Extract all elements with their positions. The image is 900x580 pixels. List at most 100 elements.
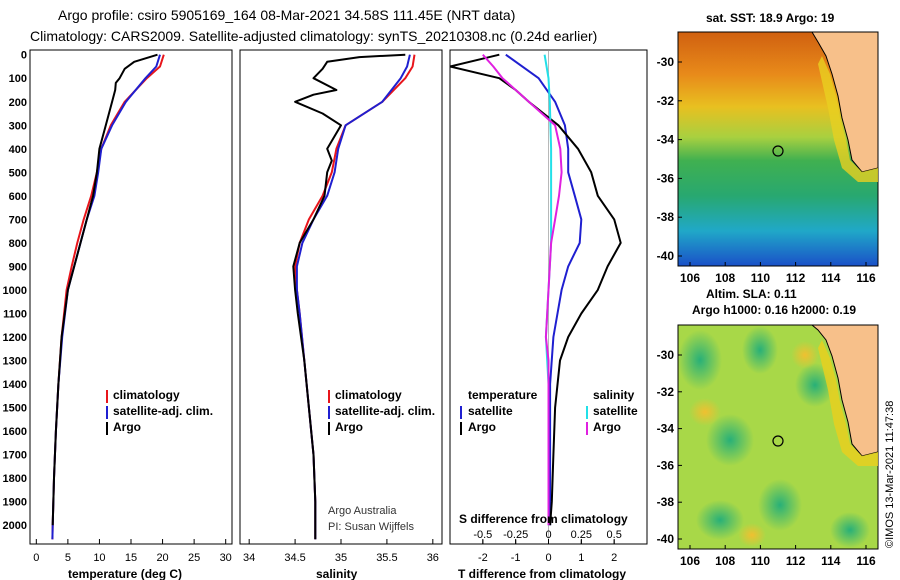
x-tick-label: 10	[93, 552, 105, 564]
x-tick-label: 25	[188, 552, 200, 564]
depth-tick-label: 0	[21, 50, 27, 62]
sla-map-title: Altim. SLA: 0.11	[706, 287, 797, 301]
secondary-x-tick-label: 0.5	[607, 529, 622, 541]
difference-x-ticks: -2 -1 0 1 2 -0.5 -0.25 0 0.25 0.5	[473, 529, 621, 564]
x-tick-label: 36	[427, 552, 439, 564]
salinity-legend: climatology satellite-adj. clim. Argo Ar…	[328, 388, 435, 533]
sla-map-blob	[758, 479, 802, 531]
depth-tick-label: 300	[9, 120, 27, 132]
depth-tick-label: 100	[9, 73, 27, 85]
x-tick-label: 30	[220, 552, 232, 564]
temperature-x-label: temperature (deg C)	[68, 567, 182, 580]
series-line-t-satellite	[505, 53, 583, 526]
map-x-tick-label: 114	[821, 271, 841, 285]
map-x-tick-label: 112	[786, 554, 806, 568]
sla-map-blob	[696, 500, 744, 540]
sst-map-ticks: 106 108 110 112 114 116 -30 -32 -34 -36 -38 -40	[657, 55, 876, 285]
map-y-tick-label: -30	[657, 55, 675, 69]
header-line-2: Climatology: CARS2009. Satellite-adjuste…	[30, 28, 597, 44]
depth-tick-label: 1700	[3, 450, 27, 462]
x-tick-label: 5	[65, 552, 71, 564]
salinity-series	[292, 53, 416, 540]
s-difference-label: S difference from climatology	[459, 512, 628, 526]
sla-map-warm-blob	[689, 398, 721, 426]
series-line-argo	[51, 53, 158, 526]
legend-s-argo-label: Argo	[593, 420, 621, 434]
map-y-tick-label: -32	[657, 94, 675, 108]
map-y-tick-label: -38	[657, 495, 675, 509]
sst-map-title: sat. SST: 18.9 Argo: 19	[706, 11, 835, 25]
x-tick-label: 34.5	[284, 552, 305, 564]
x-tick-label: 35	[335, 552, 347, 564]
legend-climatology-label: climatology	[335, 388, 402, 402]
header-line-1: Argo profile: csiro 5905169_164 08-Mar-2…	[58, 7, 515, 23]
map-y-tick-label: -34	[657, 422, 675, 436]
sla-map-subtitle: Argo h1000: 0.16 h2000: 0.19	[692, 303, 856, 317]
temperature-panel-frame	[29, 49, 233, 545]
sla-map-blob	[678, 330, 722, 390]
sst-map-argo-marker	[772, 145, 784, 157]
legend-t-argo-label: Argo	[468, 420, 496, 434]
map-y-tick-label: -34	[657, 133, 675, 147]
legend-satellite-label: satellite-adj. clim.	[113, 404, 213, 418]
salinity-annotation-line-1: Argo Australia	[328, 505, 397, 517]
map-x-tick-label: 112	[786, 271, 806, 285]
map-y-tick-label: -32	[657, 385, 675, 399]
x-tick-label: 1	[578, 552, 584, 564]
depth-tick-label: 700	[9, 214, 27, 226]
depth-tick-label: 1500	[3, 403, 27, 415]
secondary-x-tick-label: -0.5	[473, 529, 492, 541]
legend-argo-label: Argo	[335, 420, 363, 434]
secondary-x-tick-label: -0.25	[503, 529, 528, 541]
sst-map-coastal-band	[818, 56, 878, 182]
depth-tick-label: 1800	[3, 473, 27, 485]
salinity-panel-frame	[239, 49, 443, 545]
map-x-tick-label: 106	[680, 554, 700, 568]
sla-map-land	[810, 324, 879, 457]
sst-map: sat. SST: 18.9 Argo: 19 106 108 110 112 114 1…	[657, 11, 879, 285]
sla-map-blob	[830, 512, 870, 548]
depth-tick-label: 200	[9, 97, 27, 109]
depth-tick-label: 2000	[3, 520, 27, 532]
sla-map-ticks: 106 108 110 112 114 116 -30 -32 -34 -36 -38 -40	[657, 348, 876, 568]
x-tick-label: 35.5	[376, 552, 397, 564]
map-y-tick-label: -40	[657, 249, 675, 263]
depth-tick-label: 500	[9, 167, 27, 179]
legend-argo-label: Argo	[113, 420, 141, 434]
temperature-series	[51, 53, 165, 540]
depth-tick-label: 1900	[3, 497, 27, 509]
legend-satellite-label: satellite-adj. clim.	[335, 404, 435, 418]
temperature-legend: climatology satellite-adj. clim. Argo	[106, 388, 213, 435]
sla-map-coastal-band	[818, 340, 878, 466]
map-x-tick-label: 108	[715, 554, 735, 568]
legend-temperature-title: temperature	[468, 388, 538, 402]
x-tick-label: 34	[243, 552, 255, 564]
sst-map-land	[811, 31, 879, 173]
x-tick-label: -2	[478, 552, 488, 564]
salinity-annotation-line-2: PI: Susan Wijffels	[328, 521, 414, 533]
sla-map-warm-blob	[738, 523, 766, 547]
x-tick-label: 20	[156, 552, 168, 564]
legend-climatology-label: climatology	[113, 388, 180, 402]
x-tick-label: 2	[611, 552, 617, 564]
map-y-tick-label: -40	[657, 532, 675, 546]
sla-map-blob	[742, 326, 778, 374]
map-y-tick-label: -36	[657, 458, 675, 472]
legend-salinity-title: salinity	[593, 388, 635, 402]
map-x-tick-label: 108	[715, 271, 735, 285]
temperature-x-ticks: 0 5 10 15 20 25 30	[33, 539, 232, 564]
difference-series	[450, 50, 622, 544]
map-x-tick-label: 116	[856, 554, 876, 568]
sla-map-blob	[706, 414, 754, 466]
depth-tick-label: 1200	[3, 332, 27, 344]
series-line-argo	[292, 53, 406, 540]
salinity-x-ticks: 34 34.5 35 35.5 36	[243, 539, 439, 564]
map-x-tick-label: 110	[751, 554, 771, 568]
x-tick-label: 0	[33, 552, 39, 564]
secondary-x-tick-label: 0	[545, 529, 551, 541]
copyright-stamp: ©IMOS 13-Mar-2021 11:47:38	[884, 401, 896, 548]
depth-tick-label: 1000	[3, 285, 27, 297]
map-x-tick-label: 106	[680, 271, 700, 285]
secondary-x-tick-label: 0.25	[571, 529, 592, 541]
